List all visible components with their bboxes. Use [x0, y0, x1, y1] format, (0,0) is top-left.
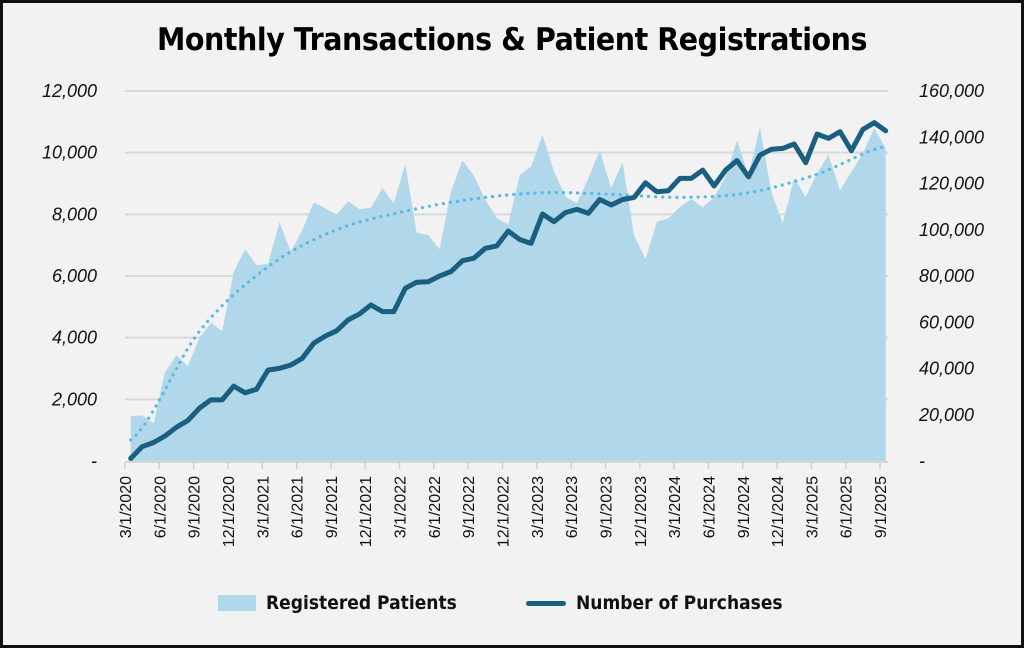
left-y-tick-label: 12,000 — [42, 81, 97, 101]
left-y-tick-label: 6,000 — [52, 266, 97, 286]
x-tick-label: 9/1/2024 — [736, 476, 753, 538]
right-y-tick-label: 160,000 — [919, 81, 984, 101]
right-y-tick-label: 140,000 — [919, 127, 984, 147]
x-tick-label: 12/1/2022 — [496, 476, 513, 547]
right-y-tick-label: 60,000 — [919, 312, 974, 332]
right-y-tick-label: 120,000 — [919, 174, 984, 194]
left-y-axis: - 2,000 4,000 6,000 8,000 10,000 12,000 — [42, 81, 97, 471]
right-y-tick-label: 100,000 — [919, 220, 984, 240]
x-tick-label: 9/1/2021 — [324, 476, 341, 538]
x-tick-label: 3/1/2021 — [255, 476, 272, 538]
x-tick-label: 9/1/2023 — [598, 476, 615, 538]
right-y-tick-label: 80,000 — [919, 266, 974, 286]
left-y-tick-label: 2,000 — [51, 389, 97, 409]
x-tick-label: 6/1/2020 — [152, 476, 169, 538]
x-tick-label: 9/1/2022 — [461, 476, 478, 538]
area-swatch-icon — [218, 595, 257, 611]
registered-patients-trendline — [129, 144, 888, 442]
x-tick-label: 3/1/2022 — [393, 476, 410, 538]
x-tick-label: 12/1/2020 — [221, 476, 238, 547]
x-tick-label: 3/1/2020 — [118, 476, 135, 538]
number-of-purchases-line — [128, 120, 889, 461]
x-tick-label: 6/1/2025 — [839, 476, 856, 538]
legend-label: Number of Purchases — [576, 592, 783, 614]
left-y-tick-label: 4,000 — [52, 328, 97, 348]
right-y-tick-label: - — [919, 451, 925, 471]
right-y-axis: - 20,000 40,000 60,000 80,000 100,000 120,000 1… — [918, 81, 984, 471]
x-axis: 3/1/2020 6/1/2020 9/1/2020 12/1/2020 3/1/202… — [118, 461, 890, 547]
trendline-path — [129, 144, 888, 442]
x-tick-label: 9/1/2020 — [187, 476, 204, 538]
x-tick-label: 12/1/2024 — [770, 476, 787, 547]
legend-item-number-of-purchases[interactable]: Number of Purchases — [526, 592, 806, 614]
right-y-tick-label: 20,000 — [918, 405, 974, 425]
x-tick-label: 9/1/2025 — [873, 476, 890, 538]
x-tick-label: 12/1/2023 — [633, 476, 650, 547]
x-tick-label: 6/1/2023 — [564, 476, 581, 538]
left-y-tick-label: 10,000 — [42, 143, 97, 163]
left-y-tick-label: 8,000 — [52, 204, 97, 224]
x-tick-label: 6/1/2021 — [290, 476, 307, 538]
x-tick-label: 3/1/2023 — [530, 476, 547, 538]
x-tick-label: 6/1/2022 — [427, 476, 444, 538]
x-tick-label: 3/1/2024 — [667, 476, 684, 538]
x-tick-label: 3/1/2025 — [804, 476, 821, 538]
line-swatch-icon — [526, 600, 567, 606]
legend-item-registered-patients[interactable]: Registered Patients — [218, 592, 478, 614]
right-y-tick-label: 40,000 — [919, 359, 974, 379]
legend: Registered Patients Number of Purchases — [0, 592, 1024, 614]
x-tick-label: 12/1/2021 — [358, 476, 375, 547]
x-tick-label: 6/1/2024 — [701, 476, 718, 538]
left-y-tick-label: - — [91, 451, 97, 471]
chart-title: Monthly Transactions & Patient Registrat… — [156, 22, 868, 58]
legend-label: Registered Patients — [266, 592, 458, 614]
registered-patients-area — [130, 126, 886, 462]
